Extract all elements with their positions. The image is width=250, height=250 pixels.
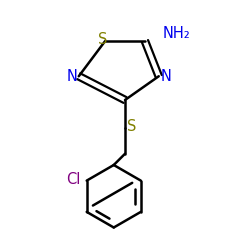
Text: S: S (98, 32, 107, 48)
Text: N: N (66, 69, 77, 84)
Text: NH₂: NH₂ (162, 26, 190, 41)
Text: Cl: Cl (66, 172, 80, 187)
Text: N: N (160, 69, 171, 84)
Text: S: S (126, 119, 136, 134)
